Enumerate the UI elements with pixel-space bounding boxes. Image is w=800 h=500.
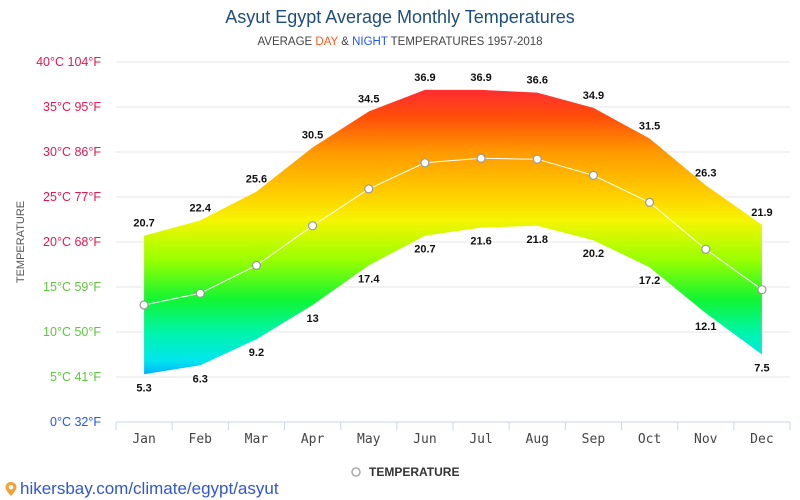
night-value-label: 6.3 [193,373,208,385]
y-tick-label: 20°C 68°F [43,235,101,249]
footer-url[interactable]: hikersbay.com/climate/egypt/asyut [20,479,279,498]
temperature-point[interactable] [195,288,205,298]
day-value-label: 22.4 [190,202,212,214]
night-value-label: 12.1 [695,321,716,333]
day-value-label: 25.6 [246,174,267,186]
day-value-label: 36.9 [414,72,435,84]
night-value-label: 17.4 [358,273,380,285]
subtitle-prefix: AVERAGE [257,36,316,48]
subtitle-suffix: TEMPERATURES 1957-2018 [387,36,543,48]
day-value-label: 34.9 [583,90,604,102]
temperature-line [143,157,763,306]
x-tick-label: Mar [245,432,269,447]
subtitle-night: NIGHT [352,36,388,48]
x-tick-label: Apr [301,432,325,447]
y-tick-label: 40°C 104°F [36,55,101,69]
x-tick-label: Nov [694,432,718,447]
subtitle-day: DAY [315,36,338,48]
night-value-label: 21.8 [527,234,548,246]
night-value-label: 7.5 [754,363,769,375]
footer-link[interactable]: hikersbay.com/climate/egypt/asyut [4,479,279,499]
temperature-point[interactable] [139,300,149,310]
x-axis: Jan Feb Mar Apr May Jun Jul Aug Sep Oct Nov Dec [115,421,791,447]
night-value-label: 9.2 [249,347,264,359]
temperature-point[interactable] [644,197,655,207]
y-tick-label: 10°C 50°F [43,325,101,339]
temperature-points [139,153,767,310]
night-value-label: 20.7 [414,244,435,256]
night-value-label: 21.6 [470,236,491,248]
legend[interactable]: TEMPERATURE [351,465,459,479]
x-tick-label: Jun [413,432,436,447]
day-value-label: 30.5 [302,130,323,142]
day-value-label: 26.3 [695,167,716,179]
legend-marker [351,467,361,477]
x-tick-label: Sep [582,432,606,447]
x-tick-label: Jan [132,432,155,447]
x-tick-label: Jul [469,432,492,447]
legend-label[interactable]: TEMPERATURE [369,465,459,479]
day-value-label: 36.6 [527,75,548,87]
y-axis-ticks: 40°C 104°F 35°C 95°F 30°C 86°F 25°C 77°F 20°… [36,55,101,429]
temperature-point[interactable] [364,184,374,194]
day-value-label: 36.9 [470,72,491,84]
night-value-label: 20.2 [583,248,604,260]
x-tick-label: Feb [189,432,213,447]
data-labels: 20.7 22.4 25.6 30.5 34.5 36.9 36.9 36.6 34.9 31.5… [133,72,772,394]
y-axis-label: TEMPERATURE [15,201,27,283]
y-tick-label: 30°C 86°F [43,145,101,159]
temperature-point[interactable] [251,260,262,270]
day-value-label: 20.7 [133,218,154,230]
temperature-point[interactable] [757,285,767,295]
y-tick-label: 35°C 95°F [43,100,101,114]
subtitle-mid: & [338,36,353,48]
temperature-point[interactable] [476,153,486,163]
x-tick-label: Aug [526,432,549,447]
y-tick-label: 25°C 77°F [43,190,101,204]
night-value-label: 17.2 [639,275,660,287]
y-tick-label: 15°C 59°F [43,280,101,294]
x-tick-label: Oct [638,432,661,447]
day-value-label: 34.5 [358,94,379,106]
y-tick-label: 5°C 41°F [50,370,101,384]
x-tick-label: Dec [750,432,773,447]
chart-subtitle: AVERAGE DAY & NIGHT TEMPERATURES 1957-20… [0,36,800,48]
y-tick-label: 0°C 32°F [50,415,101,429]
temperature-point[interactable] [588,170,599,180]
temperature-point[interactable] [420,158,430,168]
day-value-label: 31.5 [639,121,660,133]
temperature-point[interactable] [701,244,711,254]
night-value-label: 13 [306,313,318,325]
chart-title: Asyut Egypt Average Monthly Temperatures [225,7,575,27]
day-value-label: 21.9 [751,207,772,219]
night-value-label: 5.3 [136,382,151,394]
map-pin-icon [5,482,17,496]
temperature-point[interactable] [307,221,318,231]
temperature-point[interactable] [532,154,542,164]
day-night-band [144,89,762,375]
x-tick-label: May [357,432,381,447]
